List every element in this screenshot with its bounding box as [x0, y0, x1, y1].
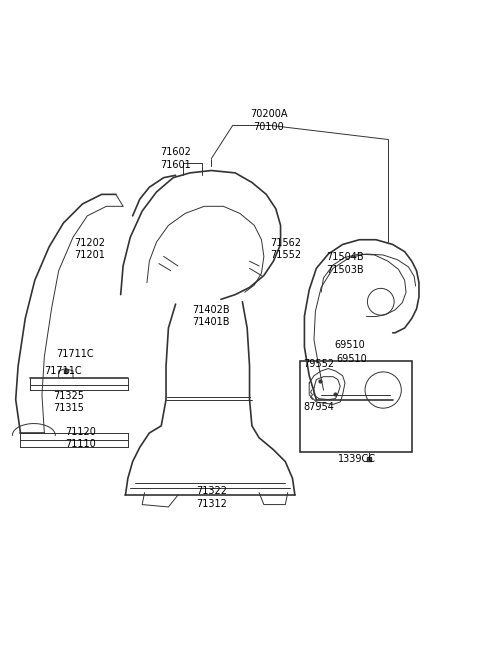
Text: 69510: 69510 [335, 340, 365, 350]
Text: 71402B
71401B: 71402B 71401B [192, 305, 230, 327]
Text: 79552: 79552 [303, 359, 334, 369]
Text: 69510: 69510 [337, 354, 368, 364]
Text: 70200A
70100: 70200A 70100 [250, 109, 288, 132]
Text: 71562
71552: 71562 71552 [270, 238, 301, 260]
Text: 71325
71315: 71325 71315 [53, 391, 84, 413]
Text: 71120
71110: 71120 71110 [65, 426, 96, 449]
Text: 71711C: 71711C [57, 349, 94, 359]
Text: 71202
71201: 71202 71201 [74, 238, 105, 260]
Text: 71711C: 71711C [45, 366, 82, 376]
Text: 71602
71601: 71602 71601 [160, 148, 191, 170]
Text: 71322
71312: 71322 71312 [196, 486, 227, 508]
Text: 71504B
71503B: 71504B 71503B [326, 253, 364, 275]
Text: 87954: 87954 [303, 401, 334, 412]
FancyBboxPatch shape [300, 361, 412, 452]
Text: 1339CC: 1339CC [338, 454, 376, 464]
